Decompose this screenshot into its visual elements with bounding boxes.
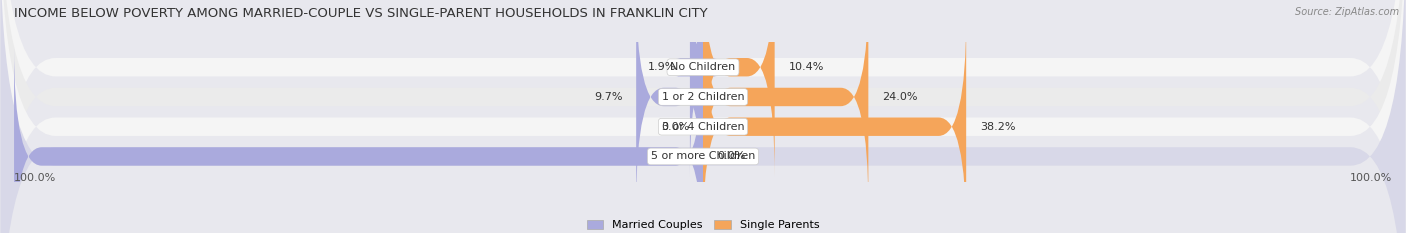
Text: 0.0%: 0.0% xyxy=(661,122,689,132)
FancyBboxPatch shape xyxy=(703,0,775,177)
Text: 38.2%: 38.2% xyxy=(980,122,1015,132)
Legend: Married Couples, Single Parents: Married Couples, Single Parents xyxy=(582,216,824,233)
FancyBboxPatch shape xyxy=(703,17,966,233)
Text: No Children: No Children xyxy=(671,62,735,72)
FancyBboxPatch shape xyxy=(14,47,703,233)
FancyBboxPatch shape xyxy=(675,0,717,177)
Text: 5 or more Children: 5 or more Children xyxy=(651,151,755,161)
Text: 3 or 4 Children: 3 or 4 Children xyxy=(662,122,744,132)
Text: 9.7%: 9.7% xyxy=(593,92,623,102)
FancyBboxPatch shape xyxy=(636,0,703,207)
Text: Source: ZipAtlas.com: Source: ZipAtlas.com xyxy=(1295,7,1399,17)
FancyBboxPatch shape xyxy=(703,0,869,207)
Text: 24.0%: 24.0% xyxy=(882,92,918,102)
Text: 0.0%: 0.0% xyxy=(717,151,745,161)
Text: 1 or 2 Children: 1 or 2 Children xyxy=(662,92,744,102)
Text: INCOME BELOW POVERTY AMONG MARRIED-COUPLE VS SINGLE-PARENT HOUSEHOLDS IN FRANKLI: INCOME BELOW POVERTY AMONG MARRIED-COUPL… xyxy=(14,7,707,20)
Text: 100.0%: 100.0% xyxy=(14,173,56,183)
Text: 10.4%: 10.4% xyxy=(789,62,824,72)
Text: 100.0%: 100.0% xyxy=(1350,173,1392,183)
Text: 1.9%: 1.9% xyxy=(648,62,676,72)
